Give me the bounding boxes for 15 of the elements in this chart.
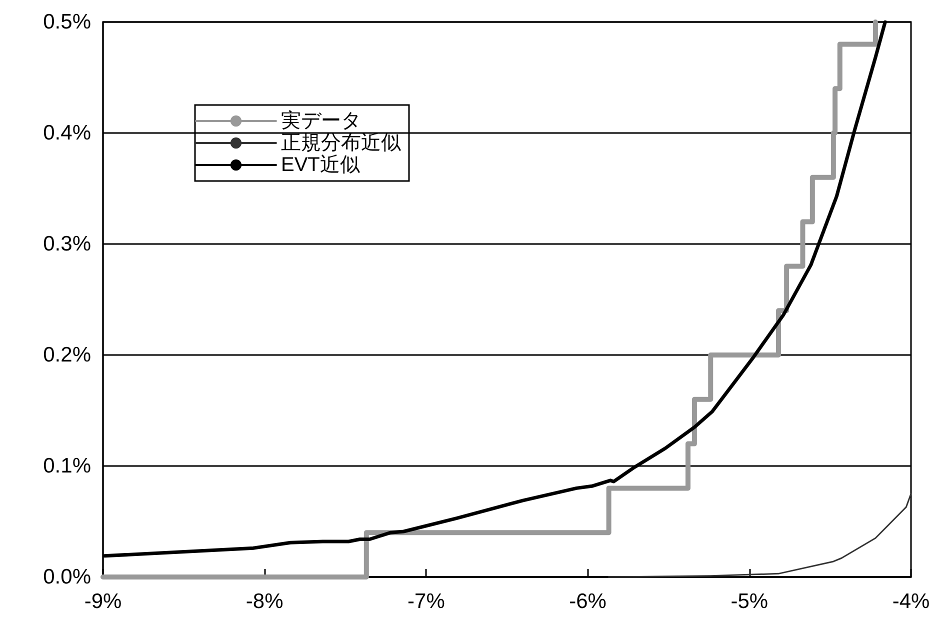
x-tick-label: -5%: [730, 590, 768, 613]
x-tick-label: -9%: [84, 590, 122, 613]
y-tick-label: 0.5%: [43, 10, 91, 34]
y-tick-label: 0.1%: [43, 454, 91, 478]
legend-label: EVT近似: [281, 154, 360, 176]
x-tick-label: -6%: [569, 590, 606, 613]
y-tick-label: 0.2%: [43, 344, 91, 366]
x-tick-label: -4%: [892, 590, 930, 613]
legend-label: 正規分布近似: [281, 132, 401, 154]
y-tick-label: 0.3%: [43, 232, 91, 256]
x-tick-label: -8%: [246, 590, 284, 613]
legend-label: 実データ: [281, 109, 361, 132]
y-tick-label: 0.0%: [43, 566, 91, 588]
y-tick-label: 0.4%: [43, 122, 91, 144]
x-tick-label: -7%: [408, 590, 445, 613]
